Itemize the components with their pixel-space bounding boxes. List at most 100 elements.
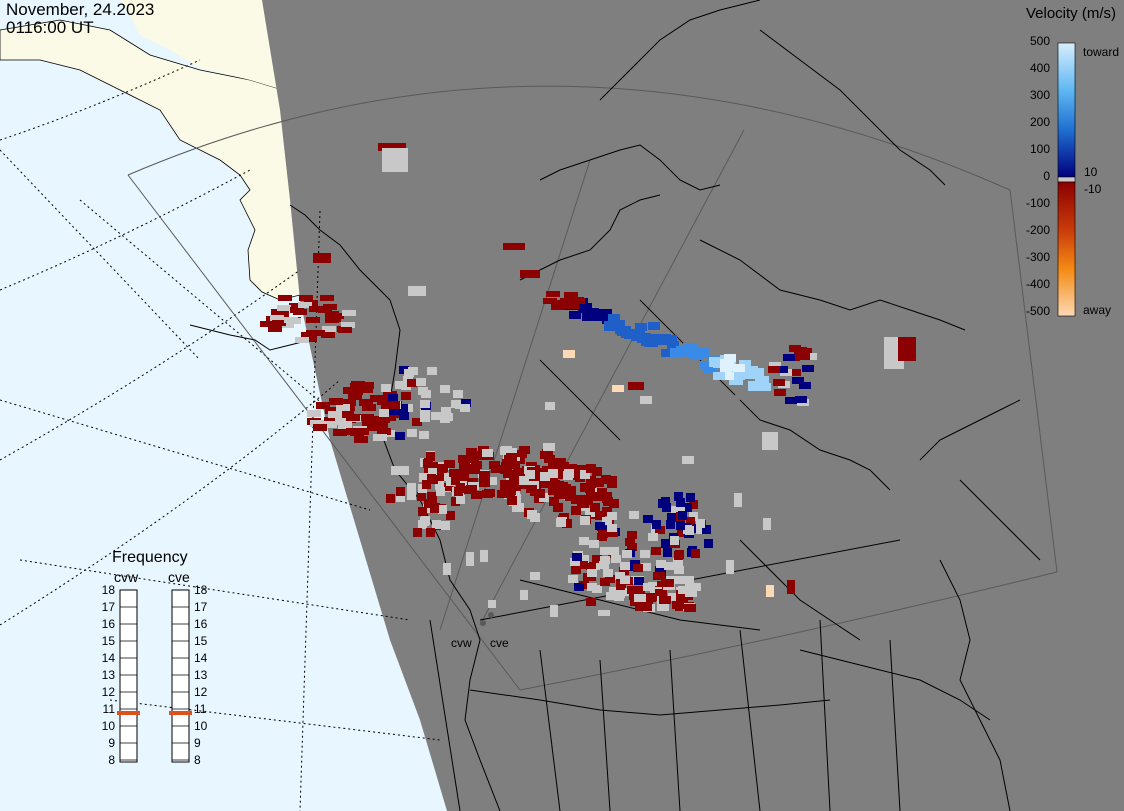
velocity-cell — [678, 511, 687, 520]
velocity-cell — [401, 382, 411, 390]
velocity-cell — [609, 587, 619, 595]
velocity-cell — [656, 560, 666, 568]
velocity-cell — [556, 518, 566, 527]
velocity-cell — [558, 464, 568, 473]
velocity-cell — [643, 583, 655, 591]
velocity-cell — [799, 382, 811, 389]
velocity-cell — [433, 473, 444, 481]
velocity-cell — [390, 401, 400, 409]
velocity-cell — [543, 298, 557, 304]
velocity-cell — [612, 385, 624, 392]
velocity-cell — [762, 432, 778, 450]
velocity-cell — [506, 486, 516, 495]
velocity-cell — [685, 583, 697, 591]
velocity-tick-label: -100 — [1025, 196, 1050, 210]
velocity-cell — [461, 399, 471, 407]
velocity-cell — [703, 364, 717, 374]
velocity-cell — [382, 148, 408, 172]
velocity-cell — [666, 520, 675, 529]
velocity-cell — [327, 316, 341, 322]
velocity-cell — [307, 410, 321, 417]
frequency-tick-label: 11 — [194, 702, 207, 716]
frequency-tick-label: 18 — [194, 583, 208, 597]
velocity-cell — [428, 468, 437, 477]
frequency-chart: 18 17 16 15 14 13 12 11 10 9 8 18 17 16 15 14 13 12 11 10 9 8 — [102, 583, 208, 767]
velocity-cell — [400, 466, 409, 475]
radar-field-of-view — [127, 85, 1058, 691]
velocity-cell — [570, 297, 584, 303]
velocity-cell — [598, 309, 612, 319]
velocity-cell — [526, 485, 537, 493]
velocity-cell — [488, 600, 496, 608]
velocity-cell — [398, 404, 408, 412]
velocity-cell — [805, 353, 817, 360]
velocity-cell — [682, 576, 694, 584]
velocity-cell — [329, 398, 343, 405]
velocity-cell — [290, 307, 304, 313]
velocity-cell — [486, 477, 497, 485]
velocity-cell — [429, 462, 438, 471]
velocity-cell — [416, 378, 426, 386]
velocity-cell — [769, 362, 781, 369]
velocity-cell — [664, 562, 674, 570]
velocity-cell — [444, 460, 455, 468]
velocity-cell — [451, 497, 460, 506]
velocity-cell — [676, 521, 685, 530]
velocity-cell — [579, 555, 589, 563]
velocity-cell — [342, 399, 356, 406]
velocity-cell — [335, 418, 349, 425]
velocity-cell — [570, 558, 580, 566]
velocity-cell — [491, 465, 502, 473]
velocity-cell — [620, 576, 630, 584]
velocity-tick-label: -400 — [1025, 277, 1050, 291]
velocity-cell — [484, 489, 495, 497]
velocity-cell — [540, 451, 551, 459]
velocity-cell — [548, 469, 558, 478]
velocity-cell — [289, 303, 303, 309]
velocity-cell — [303, 336, 317, 342]
velocity-cell — [401, 392, 411, 400]
velocity-cell — [598, 610, 610, 616]
velocity-cell — [479, 479, 490, 487]
velocity-cell — [423, 504, 432, 513]
frequency-bar-cve — [171, 589, 190, 763]
velocity-cell — [507, 496, 517, 505]
velocity-cell — [683, 525, 692, 534]
velocity-cell — [603, 497, 613, 506]
velocity-cell — [733, 364, 745, 372]
velocity-tick-label: 300 — [1029, 88, 1050, 102]
velocity-cell — [684, 604, 696, 612]
velocity-cell — [359, 386, 373, 393]
velocity-cell — [549, 497, 559, 506]
velocity-cell — [602, 507, 612, 516]
velocity-scale-title: Velocity (m/s) — [1025, 5, 1116, 22]
velocity-cell — [752, 368, 764, 376]
velocity-cell — [396, 493, 405, 502]
velocity-cell — [421, 390, 431, 398]
velocity-cell — [587, 569, 597, 577]
velocity-cell — [663, 335, 677, 345]
velocity-cell — [627, 586, 639, 594]
velocity-cell — [676, 498, 685, 507]
velocity-cell — [579, 537, 589, 545]
frequency-tick-label: 11 — [103, 702, 116, 716]
velocity-cell — [395, 432, 405, 440]
velocity-cell — [338, 413, 352, 420]
velocity-cell — [609, 547, 619, 555]
velocity-cell — [682, 456, 694, 464]
velocity-cell — [391, 466, 400, 475]
velocity-cell — [408, 286, 426, 296]
velocity-cell — [663, 548, 672, 557]
velocity-cell — [284, 317, 298, 323]
velocity-cell — [435, 481, 444, 490]
frequency-tick-label: 13 — [194, 668, 208, 682]
velocity-cell — [773, 379, 785, 386]
velocity-cell — [722, 372, 734, 380]
velocity-cell — [420, 400, 430, 408]
velocity-tick-label: -300 — [1025, 250, 1050, 264]
velocity-cell — [607, 476, 617, 485]
velocity-cell — [607, 512, 617, 520]
scale-away-label: away — [1083, 303, 1112, 317]
velocity-cell — [795, 396, 807, 403]
